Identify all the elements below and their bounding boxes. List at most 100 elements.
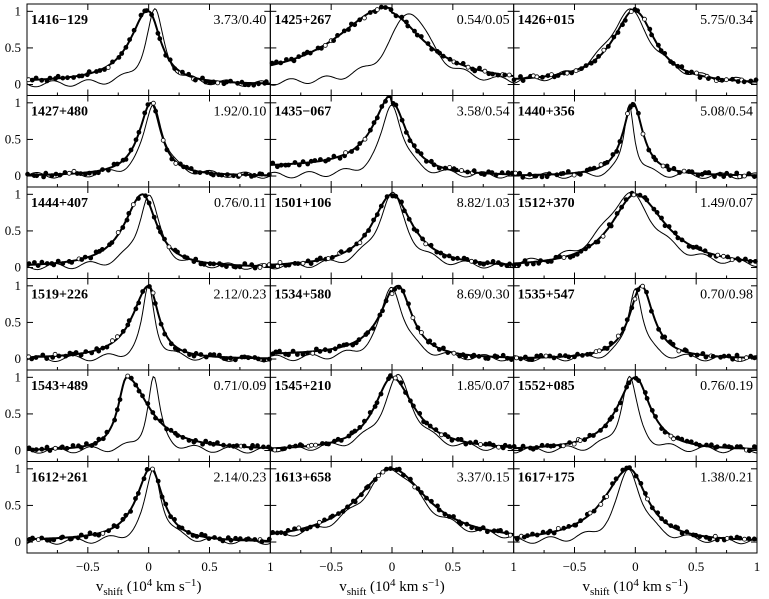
data-point	[407, 476, 413, 482]
data-point-open	[459, 168, 464, 173]
data-point	[278, 530, 284, 535]
data-point	[78, 171, 83, 177]
data-point	[587, 351, 593, 357]
data-point	[547, 528, 553, 534]
data-point-open	[115, 230, 121, 235]
data-point	[403, 390, 408, 395]
data-point	[246, 82, 251, 88]
data-point	[56, 353, 62, 359]
data-point	[100, 345, 106, 351]
data-point-open	[313, 442, 319, 448]
data-point	[114, 161, 120, 167]
y-tick-label: 0	[15, 260, 22, 275]
data-point	[47, 537, 53, 543]
data-point	[374, 115, 380, 121]
data-point	[436, 507, 442, 513]
data-point	[239, 79, 245, 85]
y-tick-label: 0	[15, 77, 22, 92]
data-point	[399, 199, 404, 205]
data-point	[335, 33, 340, 38]
data-point	[326, 157, 331, 162]
data-point	[155, 478, 161, 484]
data-point-open	[482, 68, 488, 74]
data-point	[242, 354, 247, 360]
data-point	[273, 59, 279, 65]
data-point	[572, 354, 577, 360]
data-point	[688, 439, 694, 445]
data-point	[656, 326, 661, 332]
data-point	[290, 348, 296, 354]
data-point	[357, 17, 363, 23]
data-point	[561, 525, 567, 531]
data-point	[292, 526, 297, 532]
data-point	[649, 505, 655, 511]
data-point	[200, 441, 206, 447]
data-point	[210, 172, 216, 178]
data-point	[555, 73, 561, 78]
data-point	[580, 352, 585, 358]
data-point	[442, 511, 448, 517]
data-point-open	[322, 43, 328, 48]
data-point	[396, 284, 402, 290]
data-point	[263, 79, 269, 85]
data-point	[675, 63, 681, 69]
data-point	[649, 308, 654, 314]
data-point	[26, 261, 32, 267]
data-point	[234, 443, 240, 449]
data-point	[83, 534, 89, 540]
data-point	[623, 197, 629, 203]
data-point	[636, 378, 641, 384]
data-point-open	[418, 330, 424, 335]
data-point	[112, 417, 117, 423]
data-point	[399, 117, 405, 123]
data-point	[120, 516, 126, 522]
data-point	[741, 79, 747, 85]
data-point	[152, 300, 158, 306]
x-tick-label: −0.5	[563, 559, 587, 574]
data-point	[346, 433, 352, 439]
data-point	[123, 512, 129, 518]
panel-name-label: 1545+210	[274, 379, 331, 394]
data-point	[197, 170, 203, 176]
data-point-open	[150, 100, 156, 106]
data-point-open	[513, 170, 518, 176]
data-point-open	[681, 168, 687, 174]
x-axis-label-part: km s	[396, 579, 429, 595]
data-point	[551, 443, 557, 449]
data-point	[354, 145, 360, 151]
data-point	[203, 438, 209, 444]
data-point	[477, 65, 482, 71]
data-point	[399, 14, 405, 20]
data-point	[179, 69, 185, 75]
data-point-open	[600, 233, 606, 239]
data-point	[591, 165, 597, 171]
data-point-open	[52, 351, 58, 357]
data-point	[707, 536, 713, 542]
x-axis-label-part: )	[440, 579, 445, 595]
data-point	[574, 251, 580, 257]
data-point	[511, 443, 517, 449]
data-point	[428, 498, 434, 504]
data-point	[60, 444, 65, 450]
data-point	[429, 46, 435, 52]
data-point	[49, 173, 55, 179]
data-point	[307, 50, 313, 56]
data-point	[618, 400, 623, 406]
data-point-open	[660, 163, 666, 169]
data-point	[384, 194, 390, 200]
data-point	[400, 288, 406, 294]
data-point	[362, 232, 368, 238]
data-point	[168, 427, 174, 433]
data-point	[659, 426, 664, 432]
data-point	[93, 440, 98, 446]
data-point	[283, 57, 289, 62]
data-point	[358, 492, 364, 498]
data-point	[642, 390, 648, 395]
data-point	[292, 160, 298, 165]
data-point	[637, 192, 643, 198]
data-point	[425, 41, 431, 46]
data-point	[491, 528, 497, 534]
data-point-open	[640, 283, 645, 289]
panel-1427+480: 0 0.5 1 1427+480 1.92/0.10	[5, 95, 272, 188]
data-point	[99, 246, 105, 252]
